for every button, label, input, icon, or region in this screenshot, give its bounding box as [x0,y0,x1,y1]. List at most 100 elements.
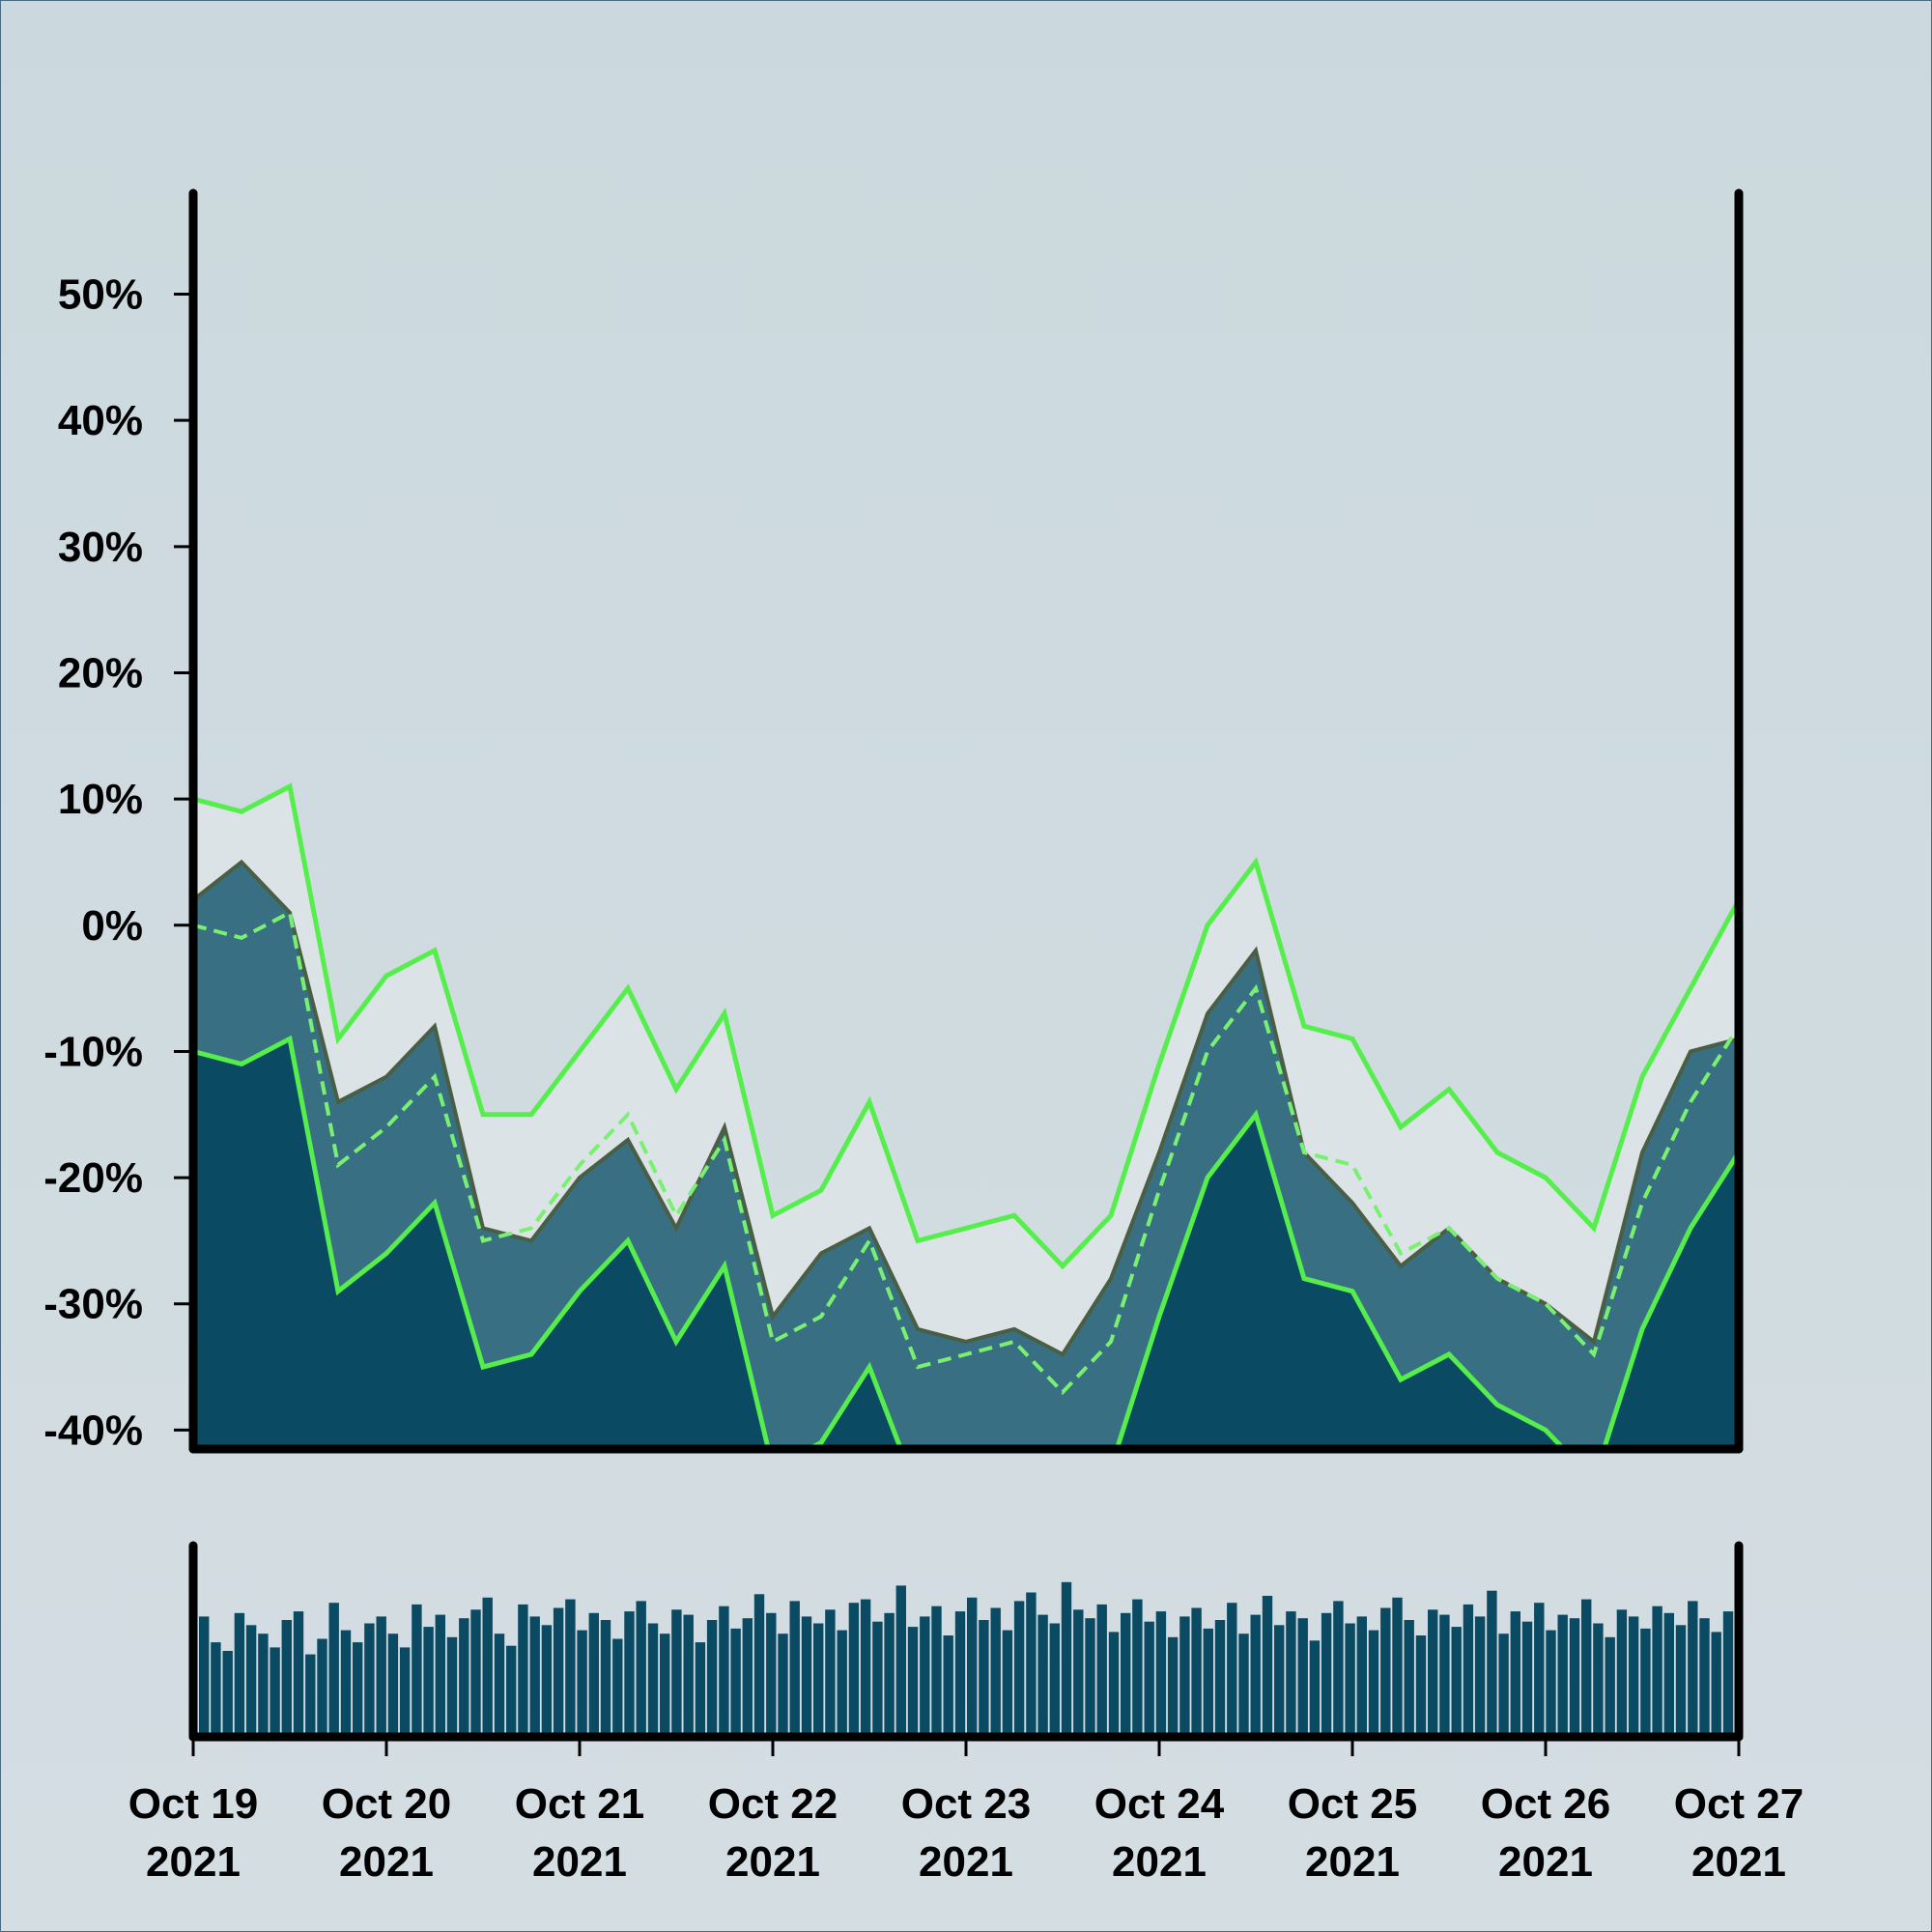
volume-bar [1699,1618,1710,1737]
volume-bar [907,1627,919,1737]
y-tick-label: -30% [43,1281,143,1328]
volume-bar [435,1614,445,1737]
volume-bar [387,1634,399,1737]
volume-bar [1368,1630,1379,1737]
volume-bar [848,1603,860,1737]
volume-bar [967,1597,978,1737]
volume-bar [470,1609,481,1737]
y-tick-label: -40% [43,1406,143,1454]
volume-bar [837,1630,847,1737]
volume-bar [211,1642,221,1737]
volume-bar [990,1607,1001,1737]
volume-bar [1345,1623,1355,1737]
x-tick-label-date: Oct 19 [128,1780,259,1828]
volume-bar [860,1599,871,1737]
volume-bar [1663,1612,1674,1737]
volume-bar [1250,1614,1261,1737]
volume-bar [1534,1603,1545,1737]
volume-bar [753,1594,765,1737]
volume-bar-chart [188,1541,1744,1742]
volume-bar [1428,1609,1438,1737]
volume-bar [1321,1612,1332,1737]
volume-bar [1297,1618,1308,1737]
volume-bar [1227,1603,1237,1737]
volume-bar [884,1612,895,1737]
volume-bar [1451,1627,1462,1737]
volume-bar [742,1618,753,1737]
volume-bar [1309,1640,1321,1737]
volume-bar [1616,1609,1628,1737]
volume-bar [1605,1636,1615,1737]
volume-bar [636,1601,646,1737]
volume-bar [1262,1596,1273,1737]
volume-bar [1557,1614,1568,1737]
y-tick-label: 10% [58,776,143,823]
volume-bar [1380,1607,1391,1737]
volume-bar [1569,1618,1580,1737]
lower-fill-area [193,1038,1739,1449]
volume-bar [1474,1616,1486,1737]
volume-bar [293,1611,304,1737]
volume-bar [1333,1601,1344,1737]
volume-bar [706,1620,718,1737]
x-tick-label-year: 2021 [725,1838,820,1886]
volume-bar [364,1623,375,1737]
volume-bar [801,1616,812,1737]
volume-bar [647,1623,659,1737]
y-tick-label: -10% [43,1028,143,1075]
volume-bar [1085,1618,1095,1737]
volume-bar [660,1634,670,1737]
x-tick-label-date: Oct 26 [1481,1780,1611,1828]
volume-bar [612,1638,623,1737]
volume-bar [506,1645,517,1737]
x-tick-label-year: 2021 [339,1838,434,1886]
volume-bar [245,1625,257,1737]
volume-bar [1498,1634,1509,1737]
volume-bar [920,1616,930,1737]
volume-bar [340,1630,352,1737]
volume-bar [1167,1636,1179,1737]
volume-bar [1274,1625,1285,1737]
volume-bar [518,1604,528,1737]
volume-bar [1675,1625,1687,1737]
volume-bar [1179,1616,1190,1737]
volume-bar [565,1599,576,1737]
volume-bar [1144,1621,1154,1737]
y-tick-label: 50% [58,271,143,319]
upper-band-line [193,782,1739,1270]
volume-bar [954,1611,966,1737]
volume-bar [305,1654,316,1737]
volume-bar [423,1627,434,1737]
volume-bar [1510,1611,1520,1737]
volume-bar [399,1647,411,1737]
volume-bar [1203,1628,1213,1737]
volume-bar [1049,1623,1060,1737]
volume-bar [577,1630,587,1737]
x-tick-label-year: 2021 [1112,1838,1207,1886]
y-tick-label: 0% [81,902,143,950]
volume-bar [1155,1611,1167,1737]
volume-bar [1487,1590,1497,1737]
volume-bar [1013,1601,1025,1737]
volume-bar [222,1651,233,1737]
volume-bar [624,1611,635,1737]
x-tick-label-date: Oct 27 [1674,1780,1804,1828]
volume-bar [529,1616,540,1737]
volume-bar [1404,1620,1414,1737]
volume-bar [1593,1623,1604,1737]
volume-bar [1214,1620,1226,1737]
volume-bar [1096,1604,1107,1737]
volume-bar [1108,1632,1120,1737]
volume-bar [1652,1605,1662,1737]
middle-band-line [193,909,1739,1396]
volume-bar [825,1609,836,1737]
x-tick-label-year: 2021 [919,1838,1013,1886]
volume-bar [1002,1630,1013,1737]
x-tick-label-year: 2021 [1691,1838,1786,1886]
y-axis: -40% -30% -20% -10% 0% 10% 20% 30% 40% 50% [43,271,193,1454]
volume-bar [412,1604,422,1737]
volume-bar [1037,1614,1048,1737]
volume-bar [1286,1611,1296,1737]
y-tick-label: 20% [58,649,143,696]
